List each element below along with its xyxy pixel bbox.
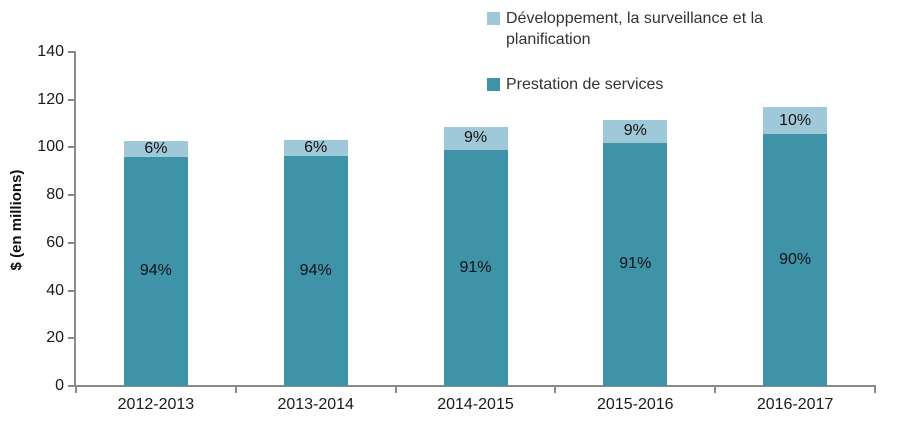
- y-axis-tick-label: 100: [37, 138, 64, 156]
- bar-segment-prestation-de-services: 91%: [603, 142, 668, 386]
- y-axis-tick: [68, 289, 76, 292]
- legend-label-developpement: Développement, la surveillance et la pla…: [506, 10, 764, 48]
- bar-percent-label: 94%: [139, 262, 172, 280]
- bar-percent-label: 6%: [144, 140, 168, 158]
- y-axis-tick: [68, 194, 76, 197]
- y-axis-tick-label: 120: [37, 90, 64, 108]
- y-axis-tick: [68, 241, 76, 244]
- bar-percent-label: 94%: [299, 261, 332, 279]
- bar-segment-prestation-de-services: 94%: [123, 156, 188, 386]
- bar-percent-label: 10%: [779, 111, 812, 129]
- y-axis-tick: [68, 337, 76, 340]
- y-axis-tick-label: 0: [55, 377, 64, 394]
- y-axis-tick: [68, 146, 76, 149]
- legend-swatch-developpement-icon: [487, 12, 500, 25]
- bar-percent-label: 90%: [779, 251, 812, 269]
- y-axis-tick-label: 140: [37, 43, 64, 60]
- x-axis-label: 2012-2013: [117, 396, 195, 413]
- bar-percent-label: 9%: [623, 122, 647, 140]
- y-axis-tick: [68, 385, 76, 387]
- bar-segment-developpement-la-surveillance-et-la-planification: 6%: [283, 139, 348, 157]
- bar-segment-developpement-la-surveillance-et-la-planification: 9%: [603, 119, 668, 143]
- x-axis-tick: [75, 385, 77, 393]
- legend: Développement, la surveillance et la pla…: [487, 8, 787, 95]
- y-axis-tick-label: 60: [46, 233, 64, 251]
- bar-segment-developpement-la-surveillance-et-la-planification: 9%: [443, 127, 508, 150]
- legend-item-developpement: Développement, la surveillance et la pla…: [487, 8, 787, 50]
- bar-percent-label: 6%: [304, 139, 328, 157]
- x-axis-tick: [554, 385, 557, 393]
- x-axis-label: 2013-2014: [277, 396, 354, 413]
- bar-percent-label: 91%: [459, 258, 492, 276]
- x-axis-label: 2016-2017: [756, 396, 834, 413]
- bar-percent-label: 9%: [463, 129, 488, 147]
- legend-item-prestation: Prestation de services: [487, 74, 787, 95]
- legend-label-prestation: Prestation de services: [506, 76, 664, 93]
- bar-segment-prestation-de-services: 94%: [283, 155, 348, 386]
- bar-percent-label: 91%: [619, 255, 652, 273]
- bar-segment-prestation-de-services: 90%: [763, 134, 828, 386]
- x-axis-line: [74, 385, 876, 387]
- bar-segment-prestation-de-services: 91%: [443, 149, 508, 386]
- legend-swatch-prestation-icon: [487, 78, 500, 91]
- x-axis-label: 2015-2016: [597, 396, 674, 413]
- x-axis-label: 2014-2015: [437, 396, 514, 413]
- y-axis-tick: [68, 98, 76, 101]
- x-axis-tick: [394, 385, 397, 393]
- x-axis-tick: [234, 385, 237, 393]
- y-axis-line: [74, 52, 76, 387]
- y-axis-tick: [68, 51, 76, 53]
- y-axis-tick-label: 80: [46, 186, 64, 204]
- bar-segment-developpement-la-surveillance-et-la-planification: 6%: [123, 140, 188, 158]
- x-axis-tick: [714, 385, 717, 393]
- x-axis-tick: [874, 385, 876, 393]
- bar-segment-developpement-la-surveillance-et-la-planification: 10%: [763, 106, 828, 135]
- y-axis-tick-label: 20: [46, 329, 64, 347]
- y-axis-tick-label: 40: [46, 281, 64, 299]
